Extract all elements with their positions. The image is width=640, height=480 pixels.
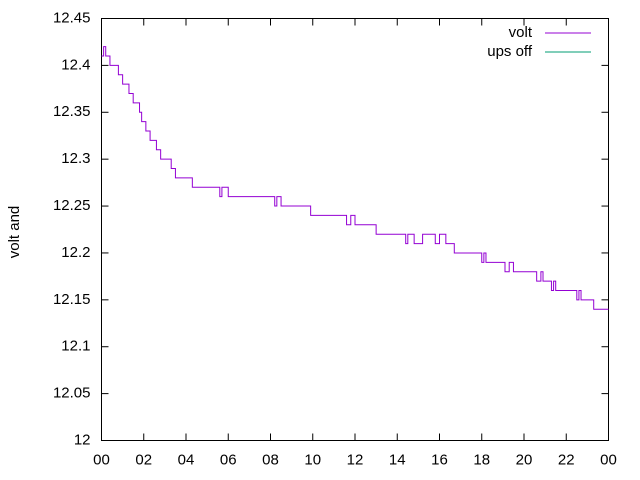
y-tick-label: 12.2 xyxy=(61,244,90,261)
x-tick-label: 14 xyxy=(389,451,406,468)
y-tick-label: 12.05 xyxy=(53,385,91,402)
y-tick-label: 12 xyxy=(74,431,91,448)
y-tick-label: 12.4 xyxy=(61,56,90,73)
x-tick-label: 00 xyxy=(600,451,617,468)
x-tick-label: 12 xyxy=(347,451,364,468)
legend-label: ups off xyxy=(487,43,533,60)
y-tick-label: 12.25 xyxy=(53,197,91,214)
y-tick-label: 12.45 xyxy=(53,9,91,26)
x-tick-label: 22 xyxy=(558,451,575,468)
plot-border xyxy=(101,18,609,441)
x-tick-label: 20 xyxy=(516,451,533,468)
x-tick-label: 08 xyxy=(262,451,279,468)
y-tick-label: 12.15 xyxy=(53,291,91,308)
y-axis-label: volt and xyxy=(6,206,23,259)
x-tick-label: 10 xyxy=(304,451,321,468)
x-tick-label: 00 xyxy=(93,451,110,468)
data-line xyxy=(101,46,609,310)
x-tick-label: 16 xyxy=(431,451,448,468)
y-tick-label: 12.1 xyxy=(61,338,90,355)
x-tick-label: 04 xyxy=(178,451,195,468)
legend-label: volt xyxy=(509,24,533,41)
x-tick-label: 02 xyxy=(135,451,152,468)
y-tick-label: 12.3 xyxy=(61,150,90,167)
x-tick-label: 06 xyxy=(220,451,237,468)
x-tick-label: 18 xyxy=(473,451,490,468)
y-tick-label: 12.35 xyxy=(53,103,91,120)
